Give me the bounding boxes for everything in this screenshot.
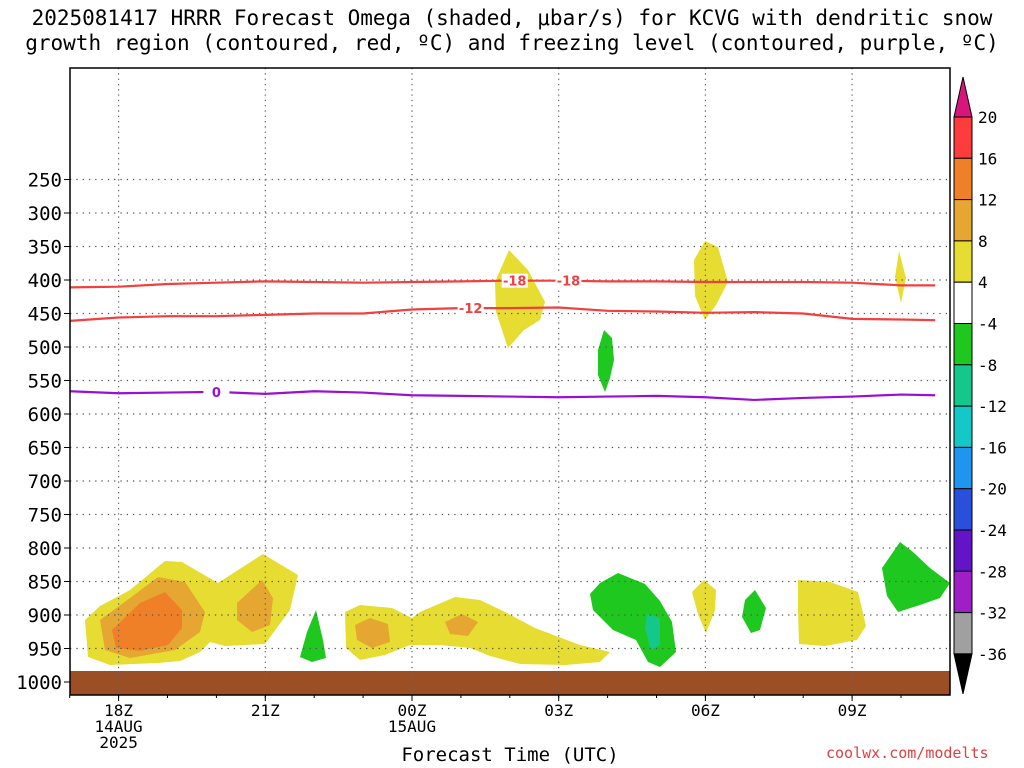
omega-downward-area-8 [645,614,660,650]
contour-label-bg [457,301,484,316]
colorbar-segment [953,570,973,614]
colorbar-label: 16 [978,149,997,168]
y-tick-label: 300 [28,203,62,225]
colorbar-segment [953,405,973,448]
omega-downward-area-4 [598,330,614,392]
omega-upward-area-4 [694,241,728,320]
y-tick-label: 500 [28,337,62,359]
colorbar-bottom-arrow [953,653,973,695]
omega-downward-area-4 [882,542,950,612]
x-tick-label: 00Z [398,701,427,720]
x-tick-date-label: 15AUG [388,717,436,736]
colorbar-label: -24 [978,521,1007,540]
colorbar-label: -20 [978,480,1007,499]
credit-text: coolwx.com/modelts [826,744,989,762]
y-tick-label: 550 [28,371,62,393]
contour-label-bg [203,384,230,399]
y-tick-label: 400 [28,270,62,292]
omega-upward-area-12 [112,592,182,651]
colorbar-segment [953,199,973,242]
x-tick-label: 06Z [691,701,720,720]
colorbar-segment [953,488,973,531]
y-tick-label: 1000 [16,672,62,694]
omega-upward-area-4 [692,580,716,633]
colorbar-segment [953,612,973,655]
omega-upward-area-4 [895,251,906,303]
y-tick-label: 900 [28,605,62,627]
colorbar-segment [953,446,973,490]
x-tick-label: 03Z [544,701,573,720]
colorbar-segment [953,281,973,325]
omega-shading [70,241,950,695]
chart-title-line-2: growth region (contoured, red, ºC) and f… [25,31,999,55]
colorbar-label: -28 [978,562,1007,581]
contour-label-bg [555,273,582,288]
y-tick-label: 750 [28,505,62,527]
x-tick-label: 21Z [251,701,280,720]
colorbar-segment [953,364,973,407]
chart-title: 2025081417 HRRR Forecast Omega (shaded, … [0,6,1024,56]
colorbar-segment [953,240,973,283]
contour-label-bg [501,273,528,288]
ground-surface [70,671,950,695]
colorbar: 20 16 12 8 4 -4 -8 -12 -16 -20 -24 -28 -32 -36 [953,76,1007,695]
omega-downward-area-4 [300,610,326,662]
omega-upward-area-4 [495,250,545,348]
colorbar-label: 8 [978,232,988,251]
omega-downward-area-4 [742,590,766,633]
contour-label: -18 [557,275,581,290]
contour-label: -12 [459,302,483,317]
colorbar-top-arrow [953,76,973,118]
x-axis-label: Forecast Time (UTC) [401,744,619,766]
x-tick-label: 18Z [104,701,133,720]
colorbar-label: -12 [978,397,1007,416]
y-tick-label: 850 [28,572,62,594]
colorbar-label: 4 [978,273,988,292]
y-tick-label: 650 [28,438,62,460]
grid-lines [70,68,950,695]
y-tick-label: 450 [28,304,62,326]
y-tick-label: 350 [28,237,62,259]
y-tick-label: 250 [28,170,62,192]
colorbar-label: -16 [978,438,1007,457]
colorbar-label: -8 [978,356,997,375]
colorbar-segment [953,116,973,159]
x-tick-date-label: 14AUG [95,717,143,736]
x-tick-date-label: 2025 [99,733,138,752]
omega-upward-area-8 [355,618,390,648]
y-axis: 250 300 350 400 450 500 550 600 650 700 750 800 850 9… [16,170,70,694]
colorbar-segment [953,323,973,366]
omega-upward-area-4 [798,580,866,646]
x-tick-label: 09Z [838,701,867,720]
y-tick-label: 950 [28,639,62,661]
colorbar-label: -4 [978,315,997,334]
omega-upward-area-8 [445,614,478,636]
chart-title-line-1: 2025081417 HRRR Forecast Omega (shaded, … [31,6,993,30]
colorbar-segment [953,157,973,201]
contour-label: -18 [503,275,527,290]
y-tick-label: 800 [28,538,62,560]
omega-upward-area-8 [237,580,273,632]
y-tick-label: 600 [28,404,62,426]
colorbar-label: -32 [978,604,1007,623]
colorbar-label: 12 [978,191,997,210]
colorbar-segment [953,529,973,572]
temperature-contours: -12 -18 0 -18 [70,273,936,402]
contour-line [70,390,936,402]
colorbar-label: -36 [978,645,1007,664]
contour-label: 0 [212,386,221,401]
y-tick-label: 700 [28,471,62,493]
colorbar-label: 20 [978,108,997,127]
contour-line [70,306,936,322]
